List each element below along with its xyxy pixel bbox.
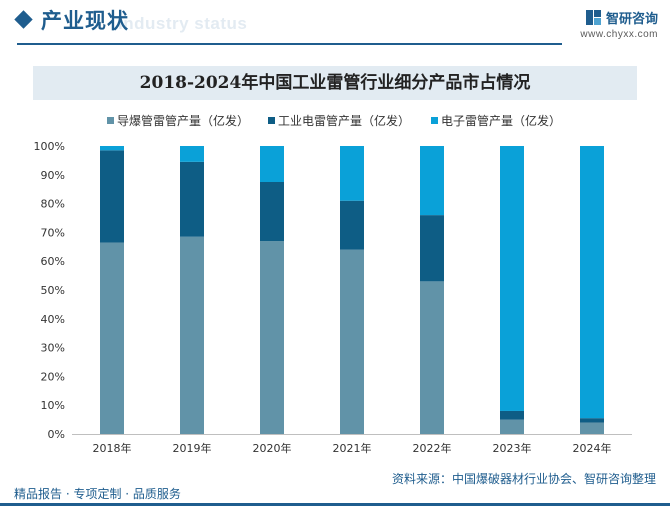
bar-segment <box>100 150 124 243</box>
chart-title-band <box>33 66 637 100</box>
bar-segment <box>580 422 604 434</box>
bar-segment <box>500 419 524 434</box>
bar-segment <box>420 146 444 216</box>
y-tick-label: 50% <box>41 284 65 297</box>
legend-swatch <box>431 117 438 124</box>
x-tick-label: 2022年 <box>413 441 452 455</box>
y-tick-label: 70% <box>41 226 65 239</box>
x-tick-label: 2019年 <box>173 441 212 455</box>
bar-segment <box>180 161 204 237</box>
bar-segment <box>180 146 204 162</box>
bar-segment <box>580 146 604 419</box>
x-tick-label: 2024年 <box>573 441 612 455</box>
chart-title: 2018-2024年中国工业雷管行业细分产品市占情况 <box>139 73 531 93</box>
bar-segment <box>260 146 284 182</box>
bar-segment <box>420 215 444 282</box>
x-tick-label: 2021年 <box>333 441 372 455</box>
bar-segment <box>420 281 444 434</box>
bar-segment <box>340 200 364 250</box>
bar-segment <box>100 242 124 434</box>
header-subtitle: Industry status <box>118 14 248 33</box>
bar-segment <box>500 146 524 411</box>
bar-segment <box>580 418 604 423</box>
brand-url: www.chyxx.com <box>580 29 658 40</box>
y-tick-label: 100% <box>34 140 65 153</box>
y-tick-label: 40% <box>41 313 65 326</box>
footer-slogan: 精品报告 · 专项定制 · 品质服务 <box>14 487 181 501</box>
y-tick-label: 90% <box>41 169 65 182</box>
bar-segment <box>500 410 524 420</box>
legend-label: 工业电雷管产量（亿发） <box>278 113 410 128</box>
legend-label: 导爆管雷管产量（亿发） <box>117 113 249 128</box>
bar-segment <box>100 146 124 151</box>
bar-segment <box>260 182 284 242</box>
x-tick-label: 2018年 <box>93 441 132 455</box>
y-tick-label: 80% <box>41 198 65 211</box>
brand-name: 智研咨询 <box>605 12 658 27</box>
header: Industry status 产业现状 智研咨询 www.chyxx.com <box>0 0 670 45</box>
page-title: 产业现状 <box>41 9 129 33</box>
brand-logo-icon <box>585 9 602 26</box>
legend-swatch <box>268 117 275 124</box>
x-tick-label: 2023年 <box>493 441 532 455</box>
legend-swatch <box>107 117 114 124</box>
x-tick-label: 2020年 <box>253 441 292 455</box>
y-tick-label: 10% <box>41 399 65 412</box>
y-tick-label: 20% <box>41 370 65 383</box>
y-tick-label: 0% <box>48 428 65 441</box>
header-divider <box>17 43 562 45</box>
brand: 智研咨询 www.chyxx.com <box>580 8 658 40</box>
y-tick-label: 30% <box>41 342 65 355</box>
source-note: 资料来源：中国爆破器材行业协会、智研咨询整理 <box>391 472 656 486</box>
bar-segment <box>260 241 284 434</box>
legend-label: 电子雷管产量（亿发） <box>441 113 561 128</box>
bar-segment <box>180 236 204 434</box>
bar-segment <box>340 146 364 201</box>
footer-bar <box>0 503 670 506</box>
y-tick-label: 60% <box>41 255 65 268</box>
bar-segment <box>340 249 364 434</box>
